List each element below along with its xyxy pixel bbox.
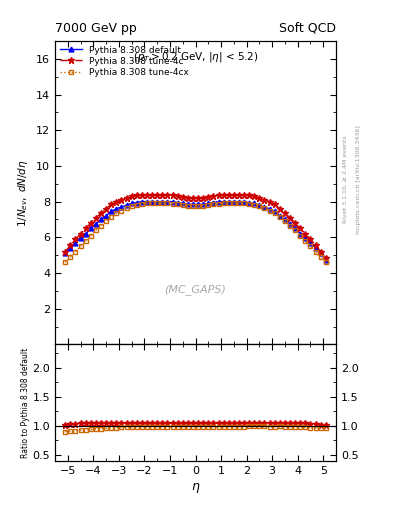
Pythia 8.308 tune-4cx	[63, 259, 68, 265]
Pythia 8.308 tune-4c	[237, 192, 241, 198]
Y-axis label: Ratio to Pythia 8.308 default: Ratio to Pythia 8.308 default	[20, 348, 29, 458]
Pythia 8.308 tune-4cx	[308, 243, 313, 249]
Text: Rivet 3.1.10, ≥ 2.4M events: Rivet 3.1.10, ≥ 2.4M events	[343, 135, 348, 223]
Pythia 8.308 tune-4cx	[323, 259, 328, 265]
Pythia 8.308 tune-4c	[63, 248, 68, 254]
Pythia 8.308 tune-4c	[140, 192, 144, 198]
Pythia 8.308 default	[191, 201, 195, 207]
Pythia 8.308 tune-4cx	[237, 200, 241, 206]
Pythia 8.308 default	[83, 231, 88, 237]
Text: ($p_T > 0.2$ GeV, $|\eta|$ < 5.2): ($p_T > 0.2$ GeV, $|\eta|$ < 5.2)	[133, 50, 258, 64]
Pythia 8.308 tune-4c	[191, 195, 195, 201]
Pythia 8.308 tune-4c	[160, 192, 165, 198]
Line: Pythia 8.308 default: Pythia 8.308 default	[63, 199, 328, 262]
Pythia 8.308 default	[308, 240, 313, 246]
Line: Pythia 8.308 tune-4cx: Pythia 8.308 tune-4cx	[63, 201, 328, 265]
Pythia 8.308 default	[63, 250, 68, 257]
Pythia 8.308 default	[160, 199, 165, 205]
Pythia 8.308 tune-4c	[323, 255, 328, 261]
Pythia 8.308 tune-4cx	[191, 203, 195, 209]
Pythia 8.308 default	[237, 199, 241, 205]
Legend: Pythia 8.308 default, Pythia 8.308 tune-4c, Pythia 8.308 tune-4cx: Pythia 8.308 default, Pythia 8.308 tune-…	[58, 44, 191, 79]
Pythia 8.308 default	[140, 199, 144, 205]
Pythia 8.308 tune-4c	[226, 192, 231, 198]
Text: (MC_GAPS): (MC_GAPS)	[165, 284, 226, 295]
Pythia 8.308 tune-4cx	[160, 200, 165, 206]
Pythia 8.308 tune-4cx	[145, 200, 149, 206]
X-axis label: $\eta$: $\eta$	[191, 481, 200, 495]
Line: Pythia 8.308 tune-4c: Pythia 8.308 tune-4c	[62, 191, 329, 261]
Pythia 8.308 tune-4cx	[226, 200, 231, 206]
Text: mcplots.cern.ch [arXiv:1306.3436]: mcplots.cern.ch [arXiv:1306.3436]	[356, 125, 361, 233]
Pythia 8.308 tune-4c	[83, 225, 88, 231]
Y-axis label: $1/N_{ev},\; dN/d\eta$: $1/N_{ev},\; dN/d\eta$	[17, 159, 31, 227]
Pythia 8.308 tune-4c	[308, 236, 313, 242]
Pythia 8.308 tune-4cx	[83, 238, 88, 244]
Text: Soft QCD: Soft QCD	[279, 22, 336, 35]
Text: 7000 GeV pp: 7000 GeV pp	[55, 22, 137, 35]
Pythia 8.308 default	[226, 199, 231, 205]
Pythia 8.308 default	[323, 257, 328, 263]
